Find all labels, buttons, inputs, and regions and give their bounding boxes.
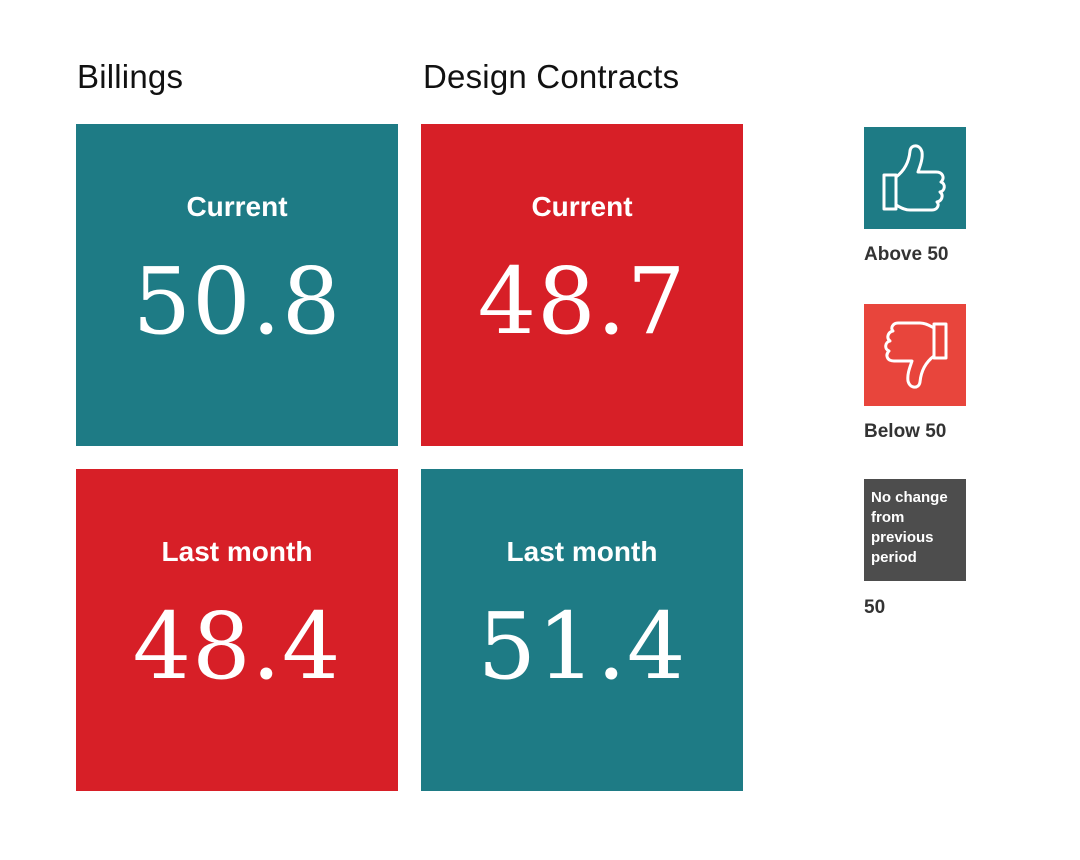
billings-last-month-value: 48.4 [132, 593, 342, 700]
design-contracts-last-month-tile: Last month 51.4 [421, 469, 743, 791]
legend-above-label: Above 50 [864, 244, 949, 265]
billings-current-value: 50.8 [132, 248, 342, 355]
thumbs-up-icon [882, 144, 946, 212]
legend-no-change-swatch: No change from previous period [864, 479, 966, 581]
legend-below-swatch [864, 304, 966, 406]
legend-below-label: Below 50 [864, 421, 947, 442]
billings-current-tile: Current 50.8 [76, 124, 398, 446]
legend-no-change-text: No change from previous period [871, 489, 948, 566]
thumbs-down-icon [884, 321, 948, 389]
billings-title: Billings [77, 58, 184, 95]
design-contracts-last-month-label: Last month [506, 536, 658, 567]
design-contracts-current-tile: Current 48.7 [421, 124, 743, 446]
design-contracts-last-month-value: 51.4 [477, 593, 687, 700]
legend-above-swatch [864, 127, 966, 229]
billings-last-month-label: Last month [161, 536, 313, 567]
billings-last-month-tile: Last month 48.4 [76, 469, 398, 791]
billings-current-label: Current [186, 191, 288, 222]
design-contracts-current-label: Current [531, 191, 633, 222]
design-contracts-current-value: 48.7 [477, 248, 687, 355]
legend-no-change-label: 50 [864, 597, 886, 618]
design-contracts-title: Design Contracts [423, 58, 680, 95]
